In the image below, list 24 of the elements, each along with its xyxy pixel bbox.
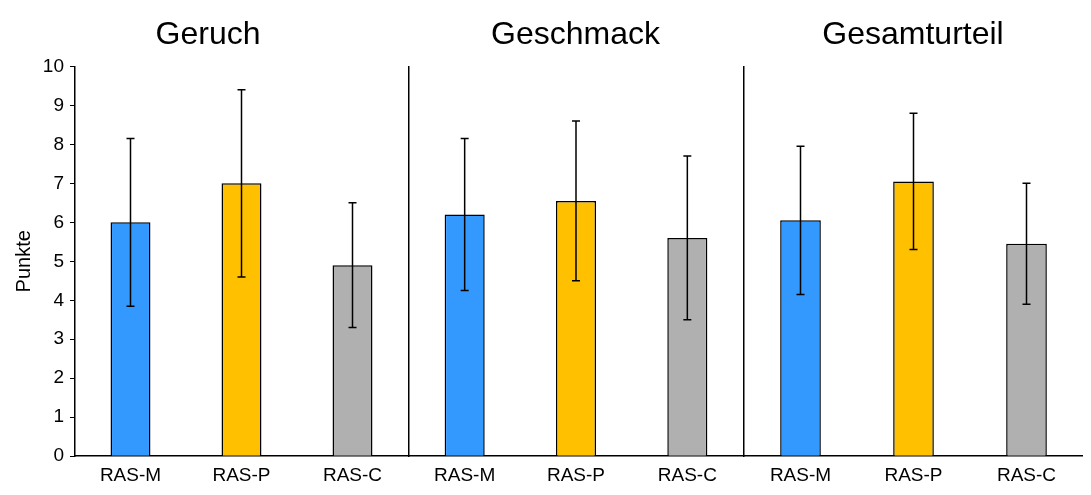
x-tick-label: RAS-M [769,463,832,485]
y-tick-label: 2 [53,366,64,388]
y-tick-label: 0 [53,444,64,466]
x-tick-label: RAS-M [99,463,162,485]
chart-title: Geschmack [491,15,661,52]
x-tick-label: RAS-P [546,463,606,485]
x-tick-label: RAS-C [996,463,1057,485]
y-tick-label: 10 [42,54,64,76]
y-tick-label: 3 [53,327,64,349]
x-tick-label: RAS-P [884,463,943,485]
y-tick-label: 9 [53,93,64,115]
y-tick-label: 1 [53,405,64,427]
y-tick-label: 5 [53,249,64,271]
x-tick-label: RAS-C [657,463,717,485]
x-tick-label: RAS-M [434,463,496,485]
x-tick-label: RAS-P [212,463,271,485]
y-tick-label: 7 [53,171,64,193]
chart-title: Geruch [155,15,261,52]
y-axis-title: Punkte [11,230,34,293]
y-tick-label: 8 [53,132,64,154]
chart-title: Gesamturteil [822,15,1004,52]
x-tick-label: RAS-C [322,463,383,485]
y-tick-label: 6 [53,210,64,232]
y-tick-label: 4 [53,288,65,310]
